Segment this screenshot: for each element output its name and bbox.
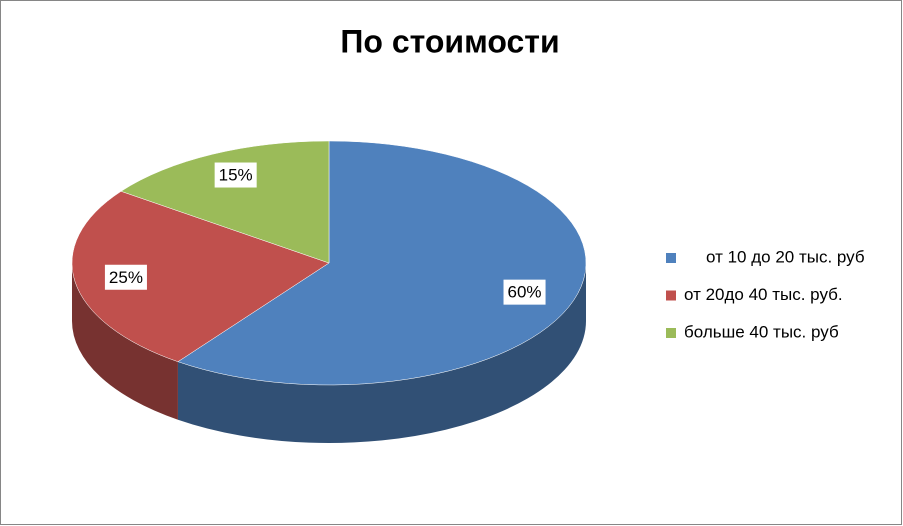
pie-slice-side (177, 263, 586, 443)
legend-label: от 10 до 20 тыс. руб (706, 247, 865, 266)
chart-title: По стоимости (340, 23, 559, 59)
value-label-bg (104, 264, 147, 290)
value-label: 15% (219, 166, 253, 185)
pie-slice (71, 191, 330, 362)
pie-slice (177, 140, 587, 386)
legend-swatch (666, 290, 676, 301)
pie-slice (120, 140, 330, 264)
value-label: 60% (508, 283, 542, 302)
value-label-bg (503, 279, 546, 305)
legend-swatch (666, 328, 676, 338)
legend-label: больше 40 тыс. руб (684, 322, 839, 341)
legend-swatch (666, 253, 676, 263)
legend-label: от 20до 40 тыс. руб. (684, 285, 843, 304)
pie-slice-side (72, 263, 178, 420)
value-label-bg (214, 162, 257, 188)
value-label: 25% (109, 268, 143, 287)
